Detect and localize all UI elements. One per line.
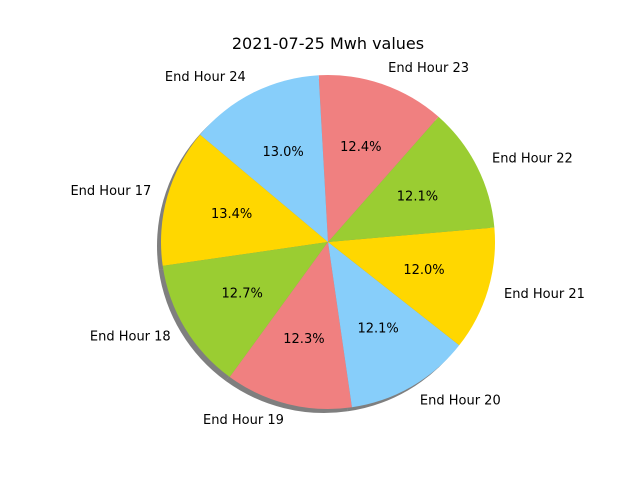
label-end-hour-23: End Hour 23	[388, 61, 469, 76]
pct-end-hour-19: 12.3%	[283, 332, 324, 347]
chart-title: 2021-07-25 Mwh values	[232, 34, 424, 53]
slice-end-hour-17	[161, 134, 328, 266]
label-end-hour-20: End Hour 20	[420, 394, 501, 409]
slice-end-hour-22	[328, 116, 495, 242]
label-end-hour-24: End Hour 24	[165, 70, 246, 85]
pct-end-hour-21: 12.0%	[403, 263, 444, 278]
pct-end-hour-24: 13.0%	[262, 145, 303, 160]
label-end-hour-17: End Hour 17	[70, 184, 151, 199]
pie-labels: End Hour 17 13.4% End Hour 18 12.7% End Hour…	[70, 61, 584, 428]
slice-end-hour-18	[162, 242, 328, 378]
slice-end-hour-24	[200, 75, 328, 242]
slice-end-hour-23	[318, 75, 439, 243]
pct-end-hour-20: 12.1%	[357, 321, 398, 336]
slice-end-hour-21	[328, 227, 495, 346]
label-end-hour-21: End Hour 21	[504, 287, 585, 302]
pct-end-hour-17: 13.4%	[211, 207, 252, 222]
slice-end-hour-19	[229, 242, 352, 409]
slice-end-hour-20	[328, 242, 460, 408]
label-end-hour-19: End Hour 19	[203, 413, 284, 428]
pie-slices	[161, 75, 495, 409]
label-end-hour-18: End Hour 18	[90, 329, 171, 344]
pct-end-hour-18: 12.7%	[222, 286, 263, 301]
pct-end-hour-23: 12.4%	[340, 140, 381, 155]
label-end-hour-22: End Hour 22	[492, 152, 573, 167]
pct-end-hour-22: 12.1%	[397, 189, 438, 204]
